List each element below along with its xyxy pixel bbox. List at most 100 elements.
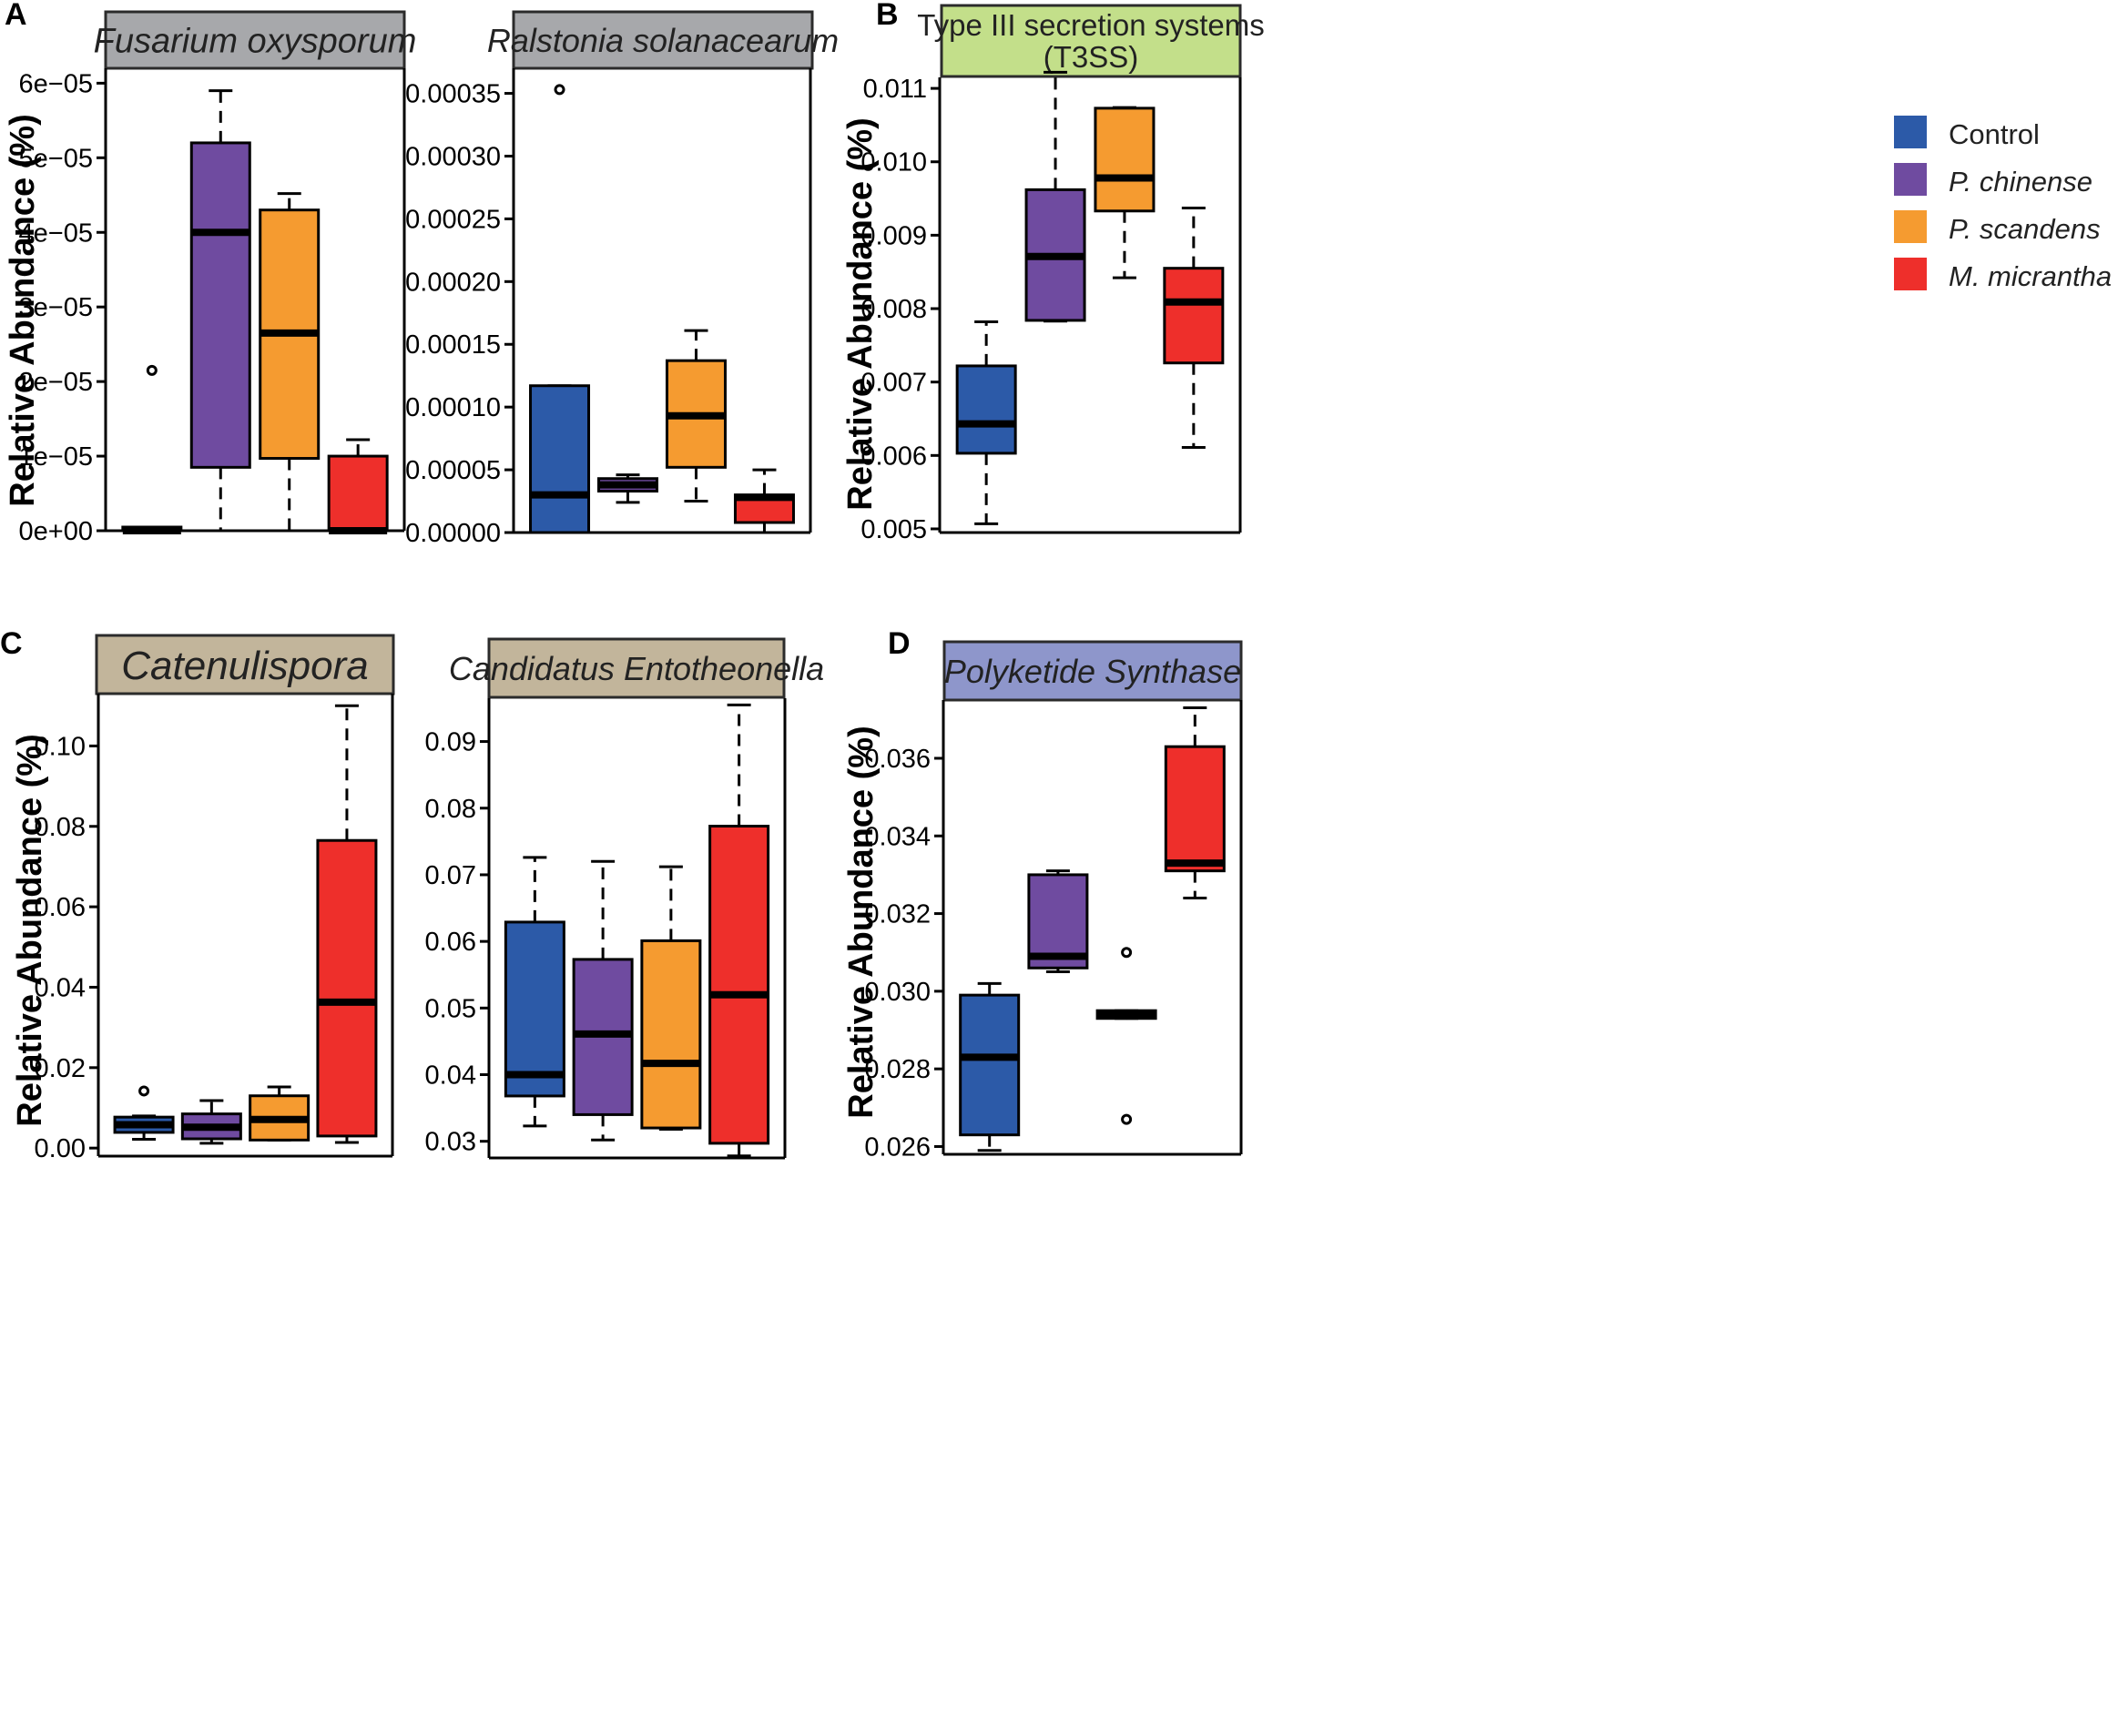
y-tick-label: 0.00025 [405, 205, 501, 234]
box-p-scandens [665, 329, 727, 503]
iqr-box [959, 993, 1021, 1137]
y-tick-label: 0.02 [35, 1054, 86, 1083]
chart-title: Fusarium oxysporum [94, 23, 417, 61]
box-m-micrantha [1163, 207, 1225, 449]
y-tick-label: 0.034 [864, 822, 931, 851]
box-p-scandens [259, 192, 321, 533]
y-tick-label: 0.06 [425, 928, 476, 957]
y-tick-label: 0.00035 [405, 80, 501, 109]
outlier-point [1121, 947, 1133, 959]
y-tick-label: 0.03 [425, 1128, 476, 1157]
panel-fusarium: A Fusarium oxysporum 0e+00 1e−05 2e−05 3e−05 4… [4, 0, 416, 546]
box-p-scandens [1095, 947, 1157, 1125]
panel-catenulispora: C Catenulispora 0.00 0.02 0.04 0.06 0.08 0.10Re… [0, 626, 395, 1163]
legend-swatch [1894, 258, 1927, 290]
y-tick-label: 0.009 [860, 221, 927, 250]
outlier-point [146, 364, 158, 376]
y-tick-label: 0.026 [864, 1132, 931, 1162]
y-tick-label: 0.007 [860, 369, 927, 398]
box-p-scandens [640, 865, 702, 1132]
chart-title: Catenulispora [121, 644, 369, 688]
box-p-chinense [1027, 869, 1089, 974]
y-tick-label: 0.006 [860, 442, 927, 471]
y-tick-label: 0.10 [35, 732, 86, 761]
box-control [121, 364, 183, 534]
outlier-point [138, 1085, 150, 1097]
iqr-box [316, 838, 378, 1138]
box-m-micrantha [316, 704, 378, 1144]
box-control [504, 856, 565, 1128]
y-tick-label: 0.06 [35, 893, 86, 922]
panel-ralstonia: Ralstonia solanacearum 0.00000 0.00005 0.00… [405, 10, 839, 548]
iqr-box [1163, 267, 1225, 365]
y-tick-label: 0.028 [864, 1055, 931, 1084]
y-tick-label: 0.07 [425, 861, 476, 890]
box-p-scandens [249, 1085, 311, 1142]
box-m-micrantha [327, 438, 389, 534]
legend-label: P. scandens [1949, 213, 2101, 245]
iqr-box [1094, 107, 1156, 213]
y-axis-label: Relative Abundance (%) [4, 114, 42, 506]
box-control [959, 981, 1021, 1152]
y-axis-label: Relative Abundance (%) [841, 117, 880, 510]
box-m-micrantha [1164, 706, 1226, 900]
box-p-chinense [180, 1099, 242, 1145]
legend: Control P. chinense P. scandens M. micranth… [1894, 116, 2112, 292]
box-p-chinense [189, 89, 251, 533]
box-control [529, 84, 591, 534]
y-tick-label: 6e−05 [19, 69, 93, 98]
legend-item: Control [1894, 116, 2040, 150]
title-strip [487, 637, 786, 699]
box-p-chinense [1024, 70, 1086, 323]
y-tick-label: 0.08 [425, 795, 476, 824]
y-tick-label: 0.00010 [405, 393, 501, 422]
y-tick-label: 0.04 [425, 1061, 476, 1091]
title-strip [942, 640, 1243, 702]
box-p-scandens [1094, 106, 1156, 279]
panel-label: A [5, 0, 27, 32]
iqr-box [504, 920, 565, 1098]
iqr-box [1027, 873, 1089, 970]
chart-title: Type III secretion systems [917, 8, 1264, 42]
y-axis-label: Relative Abundance (%) [11, 734, 49, 1126]
title-strip [104, 10, 406, 70]
panel-pks: D Polyketide Synthase 0.026 0.028 0.030 0.032… [842, 626, 1243, 1162]
y-tick-label: 0.005 [860, 515, 927, 544]
iqr-box [955, 364, 1017, 455]
y-tick-label: 3e−05 [19, 293, 93, 322]
y-tick-label: 0e+00 [19, 517, 93, 546]
legend-swatch [1894, 163, 1927, 196]
box-p-chinense [572, 859, 634, 1142]
chart-title: Ralstonia solanacearum [487, 22, 839, 59]
box-m-micrantha [733, 468, 795, 534]
y-tick-label: 0.011 [863, 75, 927, 104]
chart-title: Candidatus Entotheonella [449, 650, 824, 687]
panel-entotheonella: Candidatus Entotheonella 0.03 0.04 0.05 0.06… [425, 637, 824, 1160]
y-tick-label: 2e−05 [19, 368, 93, 397]
y-tick-label: 0.008 [860, 295, 927, 324]
outlier-point [554, 84, 565, 96]
legend-label: Control [1949, 118, 2040, 150]
legend-item: P. chinense [1894, 163, 2092, 198]
outlier-point [1121, 1113, 1133, 1125]
box-p-chinense [597, 473, 659, 504]
y-tick-label: 0.010 [860, 148, 927, 178]
panel-label: D [888, 626, 911, 661]
legend-item: M. micrantha [1894, 258, 2112, 292]
box-control [955, 320, 1017, 525]
y-tick-label: 4e−05 [19, 218, 93, 248]
iqr-box [189, 141, 251, 469]
y-tick-label: 0.030 [864, 978, 931, 1007]
y-axis-label: Relative Abundance (%) [842, 726, 881, 1118]
y-tick-label: 5e−05 [19, 144, 93, 173]
panel-label: B [876, 0, 899, 32]
title-strip [95, 634, 395, 695]
y-tick-label: 0.00020 [405, 268, 501, 297]
chart-title: Polyketide Synthase [944, 653, 1241, 690]
y-tick-label: 0.00000 [405, 519, 501, 548]
y-tick-label: 0.036 [864, 745, 931, 774]
box-control [113, 1085, 175, 1141]
y-tick-label: 0.05 [425, 994, 476, 1023]
iqr-box [708, 825, 770, 1145]
